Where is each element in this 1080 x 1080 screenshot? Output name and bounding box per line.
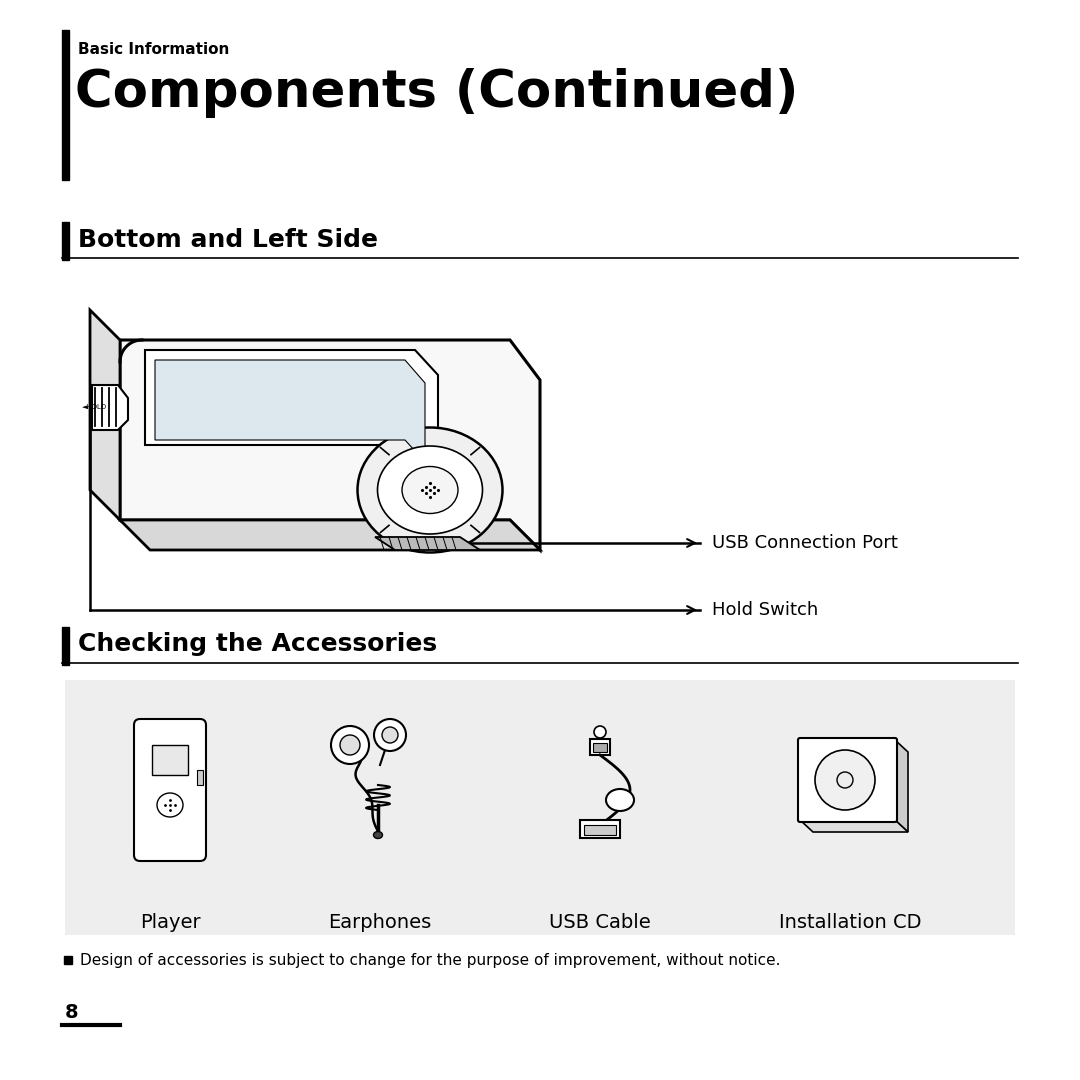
Text: 8: 8: [65, 1002, 79, 1022]
Polygon shape: [375, 537, 480, 550]
Ellipse shape: [606, 789, 634, 811]
Ellipse shape: [374, 832, 382, 838]
Bar: [62, 627, 69, 665]
Ellipse shape: [402, 467, 458, 513]
Bar: [590, 739, 610, 755]
Polygon shape: [120, 340, 540, 550]
Text: USB Connection Port: USB Connection Port: [712, 534, 897, 552]
Circle shape: [330, 726, 369, 764]
Circle shape: [594, 726, 606, 738]
Text: Earphones: Earphones: [328, 913, 432, 931]
Text: Checking the Accessories: Checking the Accessories: [78, 632, 437, 656]
Polygon shape: [145, 350, 438, 470]
Bar: [65, 680, 1015, 935]
Bar: [152, 745, 188, 775]
Text: Design of accessories is subject to change for the purpose of improvement, witho: Design of accessories is subject to chan…: [80, 953, 781, 968]
Polygon shape: [92, 384, 129, 430]
Polygon shape: [895, 740, 908, 832]
Text: Bottom and Left Side: Bottom and Left Side: [78, 228, 378, 252]
Text: Player: Player: [139, 913, 200, 931]
Ellipse shape: [357, 428, 502, 553]
Bar: [62, 30, 69, 180]
Bar: [584, 825, 616, 835]
Bar: [62, 222, 69, 260]
Bar: [593, 743, 607, 752]
Ellipse shape: [378, 446, 483, 534]
Bar: [580, 820, 620, 838]
Circle shape: [815, 750, 875, 810]
Text: Installation CD: Installation CD: [779, 913, 921, 931]
FancyBboxPatch shape: [798, 738, 897, 822]
Text: Hold Switch: Hold Switch: [712, 600, 819, 619]
Circle shape: [837, 772, 853, 788]
Text: Basic Information: Basic Information: [78, 42, 229, 57]
Bar: [197, 770, 203, 785]
Ellipse shape: [157, 793, 183, 816]
FancyBboxPatch shape: [134, 719, 206, 861]
Circle shape: [374, 719, 406, 751]
Polygon shape: [120, 519, 540, 550]
Text: Components (Continued): Components (Continued): [75, 68, 798, 118]
Circle shape: [382, 727, 399, 743]
Polygon shape: [156, 360, 426, 462]
Circle shape: [340, 735, 360, 755]
Text: ◄HOLD: ◄HOLD: [82, 404, 107, 410]
Text: USB Cable: USB Cable: [549, 913, 651, 931]
Polygon shape: [800, 820, 908, 832]
Polygon shape: [90, 310, 120, 519]
